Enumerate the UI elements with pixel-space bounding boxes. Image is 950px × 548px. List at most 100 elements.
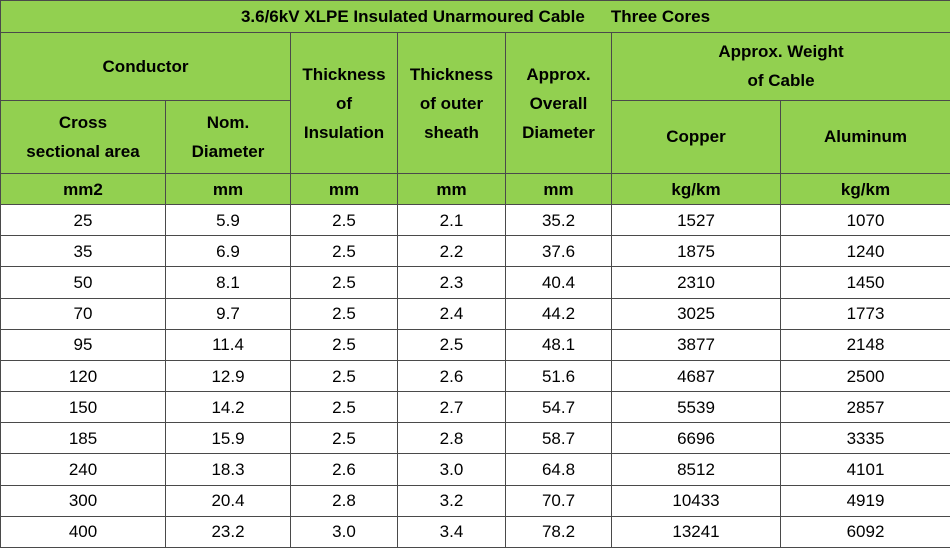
table-row: 240 18.3 2.6 3.0 64.8 8512 4101 [0,453,950,486]
copper-weight-cell: 1527 [611,204,781,237]
insulation-thickness-header: Thickness of Insulation [290,32,398,174]
table-title: 3.6/6kV XLPE Insulated Unarmoured Cable T… [0,0,950,34]
title-suffix: Three Cores [610,7,711,27]
cross-section-cell: 50 [0,266,166,299]
table-row: 70 9.7 2.5 2.4 44.2 3025 1773 [0,297,950,330]
header-row-1: Conductor Thickness of Insulation Thicknes… [0,32,950,174]
nominal-diameter-cell: 11.4 [165,328,291,361]
insulation-thickness-cell: 2.5 [290,328,398,361]
insulation-thickness-cell: 2.5 [290,297,398,330]
aluminum-weight-cell: 6092 [780,515,950,548]
sheath-thickness-cell: 2.3 [397,266,506,299]
insulation-thickness-cell: 2.5 [290,204,398,237]
table-row: 150 14.2 2.5 2.7 54.7 5539 2857 [0,391,950,424]
aluminum-weight-cell: 2148 [780,328,950,361]
table-row: 300 20.4 2.8 3.2 70.7 10433 4919 [0,484,950,517]
sheath-thickness-cell: 3.0 [397,453,506,486]
copper-weight-cell: 2310 [611,266,781,299]
unit-cell: kg/km [780,172,950,206]
overall-diameter-cell: 64.8 [505,453,612,486]
sheath-thickness-cell: 2.4 [397,297,506,330]
overall-diameter-cell: 40.4 [505,266,612,299]
overall-diameter-header: Approx. Overall Diameter [505,32,612,174]
nominal-diameter-cell: 12.9 [165,359,291,393]
copper-weight-cell: 13241 [611,515,781,548]
nominal-diameter-cell: 5.9 [165,204,291,237]
nominal-diameter-cell: 14.2 [165,391,291,424]
aluminum-weight-cell: 3335 [780,422,950,455]
nominal-diameter-cell: 15.9 [165,422,291,455]
unit-cell: mm2 [0,172,166,206]
sheath-thickness-cell: 2.2 [397,235,506,268]
sheath-thickness-cell: 3.2 [397,484,506,517]
overall-diameter-cell: 51.6 [505,359,612,393]
header-row-2: Cross sectional area Nom. Diameter Copper … [0,99,950,174]
table-row: 25 5.9 2.5 2.1 35.2 1527 1070 [0,204,950,237]
aluminum-header: Aluminum [780,99,950,174]
aluminum-weight-cell: 1450 [780,266,950,299]
copper-weight-cell: 3025 [611,297,781,330]
nominal-diameter-cell: 9.7 [165,297,291,330]
copper-weight-cell: 6696 [611,422,781,455]
copper-weight-cell: 5539 [611,391,781,424]
aluminum-weight-cell: 2500 [780,359,950,393]
cross-section-cell: 95 [0,328,166,361]
nominal-diameter-cell: 20.4 [165,484,291,517]
sheath-thickness-cell: 2.1 [397,204,506,237]
copper-weight-cell: 4687 [611,359,781,393]
cross-section-cell: 185 [0,422,166,455]
cross-section-cell: 120 [0,359,166,393]
insulation-thickness-cell: 3.0 [290,515,398,548]
table-row: 400 23.2 3.0 3.4 78.2 13241 6092 [0,515,950,548]
nominal-diameter-cell: 18.3 [165,453,291,486]
table-body: 25 5.9 2.5 2.1 35.2 1527 1070 35 6.9 2.5 2.2 37.6 18… [0,204,950,548]
nominal-diameter-cell: 6.9 [165,235,291,268]
unit-cell: mm [290,172,398,206]
cross-section-header: Cross sectional area [0,99,166,174]
insulation-thickness-cell: 2.5 [290,235,398,268]
overall-diameter-cell: 58.7 [505,422,612,455]
cross-section-cell: 150 [0,391,166,424]
aluminum-weight-cell: 1773 [780,297,950,330]
units-row: mm2 mm mm mm mm kg/km kg/km [0,172,950,206]
insulation-thickness-cell: 2.5 [290,359,398,393]
unit-cell: kg/km [611,172,781,206]
conductor-header: Conductor [0,32,291,101]
sheath-thickness-cell: 2.8 [397,422,506,455]
sheath-thickness-cell: 2.6 [397,359,506,393]
cross-section-cell: 70 [0,297,166,330]
nominal-diameter-header: Nom. Diameter [165,99,291,174]
overall-diameter-cell: 78.2 [505,515,612,548]
overall-diameter-cell: 48.1 [505,328,612,361]
insulation-thickness-cell: 2.5 [290,422,398,455]
title-row: 3.6/6kV XLPE Insulated Unarmoured Cable T… [0,0,950,34]
insulation-thickness-cell: 2.5 [290,266,398,299]
overall-diameter-cell: 35.2 [505,204,612,237]
sheath-thickness-cell: 2.5 [397,328,506,361]
overall-diameter-cell: 70.7 [505,484,612,517]
table-row: 120 12.9 2.5 2.6 51.6 4687 2500 [0,359,950,393]
unit-cell: mm [397,172,506,206]
table-row: 35 6.9 2.5 2.2 37.6 1875 1240 [0,235,950,268]
aluminum-weight-cell: 2857 [780,391,950,424]
sheath-thickness-cell: 3.4 [397,515,506,548]
aluminum-weight-cell: 4919 [780,484,950,517]
insulation-thickness-cell: 2.5 [290,391,398,424]
overall-diameter-cell: 44.2 [505,297,612,330]
overall-diameter-cell: 37.6 [505,235,612,268]
aluminum-weight-cell: 4101 [780,453,950,486]
copper-weight-cell: 3877 [611,328,781,361]
insulation-thickness-cell: 2.6 [290,453,398,486]
unit-cell: mm [165,172,291,206]
copper-header: Copper [611,99,781,174]
copper-weight-cell: 1875 [611,235,781,268]
sheath-thickness-header: Thickness of outer sheath [397,32,506,174]
cross-section-cell: 35 [0,235,166,268]
nominal-diameter-cell: 8.1 [165,266,291,299]
copper-weight-cell: 10433 [611,484,781,517]
aluminum-weight-cell: 1070 [780,204,950,237]
table-row: 185 15.9 2.5 2.8 58.7 6696 3335 [0,422,950,455]
cross-section-cell: 400 [0,515,166,548]
sheath-thickness-cell: 2.7 [397,391,506,424]
